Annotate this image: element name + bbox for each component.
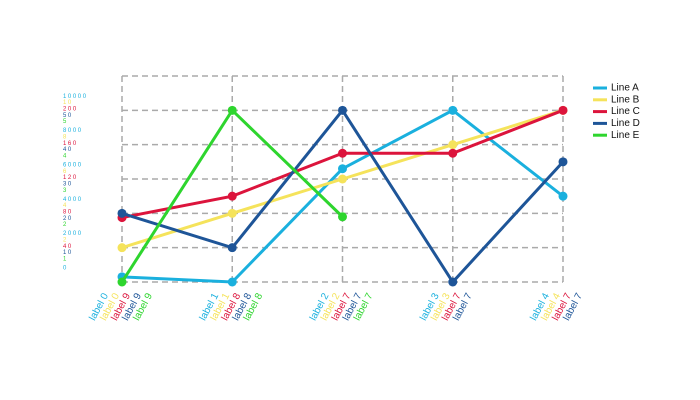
data-point [338,174,347,184]
data-point [227,243,237,253]
y-tick-label: 2 [63,238,68,244]
data-point [117,208,127,218]
data-point [448,277,458,287]
data-point [227,208,237,218]
y-tick-label: 160 [63,141,78,147]
y-tick-label: 10000 [63,94,88,100]
y-tick-label: 5 [63,119,68,125]
y-tick-label: 10 [63,250,73,256]
y-tick-label: 200 [63,107,78,113]
data-point [448,140,458,150]
y-tick-label: 30 [63,181,73,187]
y-tick-label: 0 [63,266,68,272]
y-tick-label: 4 [63,153,68,159]
data-point [558,157,568,167]
y-tick-label: 6 [63,169,68,175]
y-tick-label: 4000 [63,197,83,203]
y-tick-label: 20 [63,216,73,222]
data-point [448,105,458,115]
data-point [448,148,458,158]
y-tick-label: 8 [63,135,68,141]
y-tick-label: 8000 [63,128,83,134]
y-tick-label: 40 [63,244,73,250]
legend-label: Line A [611,83,639,94]
legend-label: Line C [611,106,640,117]
y-tick-label: 1 [63,256,68,262]
data-point [558,191,568,201]
data-point [117,243,127,253]
data-point [338,148,347,158]
legend-label: Line B [611,94,640,105]
data-point [558,105,568,115]
data-point [227,191,237,201]
y-tick-label: 120 [63,175,78,181]
y-tick-label: 3 [63,188,68,194]
y-tick-label: 80 [63,210,73,216]
data-point [338,105,347,115]
y-tick-label: 10 [63,100,73,106]
data-point [227,105,237,115]
data-point [117,277,127,287]
legend-label: Line D [611,118,640,129]
y-tick-label: 2 [63,222,68,228]
y-tick-label: 4 [63,203,68,209]
data-point [338,212,347,222]
y-tick-label: 6000 [63,163,83,169]
legend-label: Line E [611,130,640,141]
y-tick-label: 50 [63,113,73,119]
data-point [338,164,347,174]
y-tick-label: 40 [63,147,73,153]
y-tick-label: 2000 [63,231,83,237]
data-point [227,277,237,287]
